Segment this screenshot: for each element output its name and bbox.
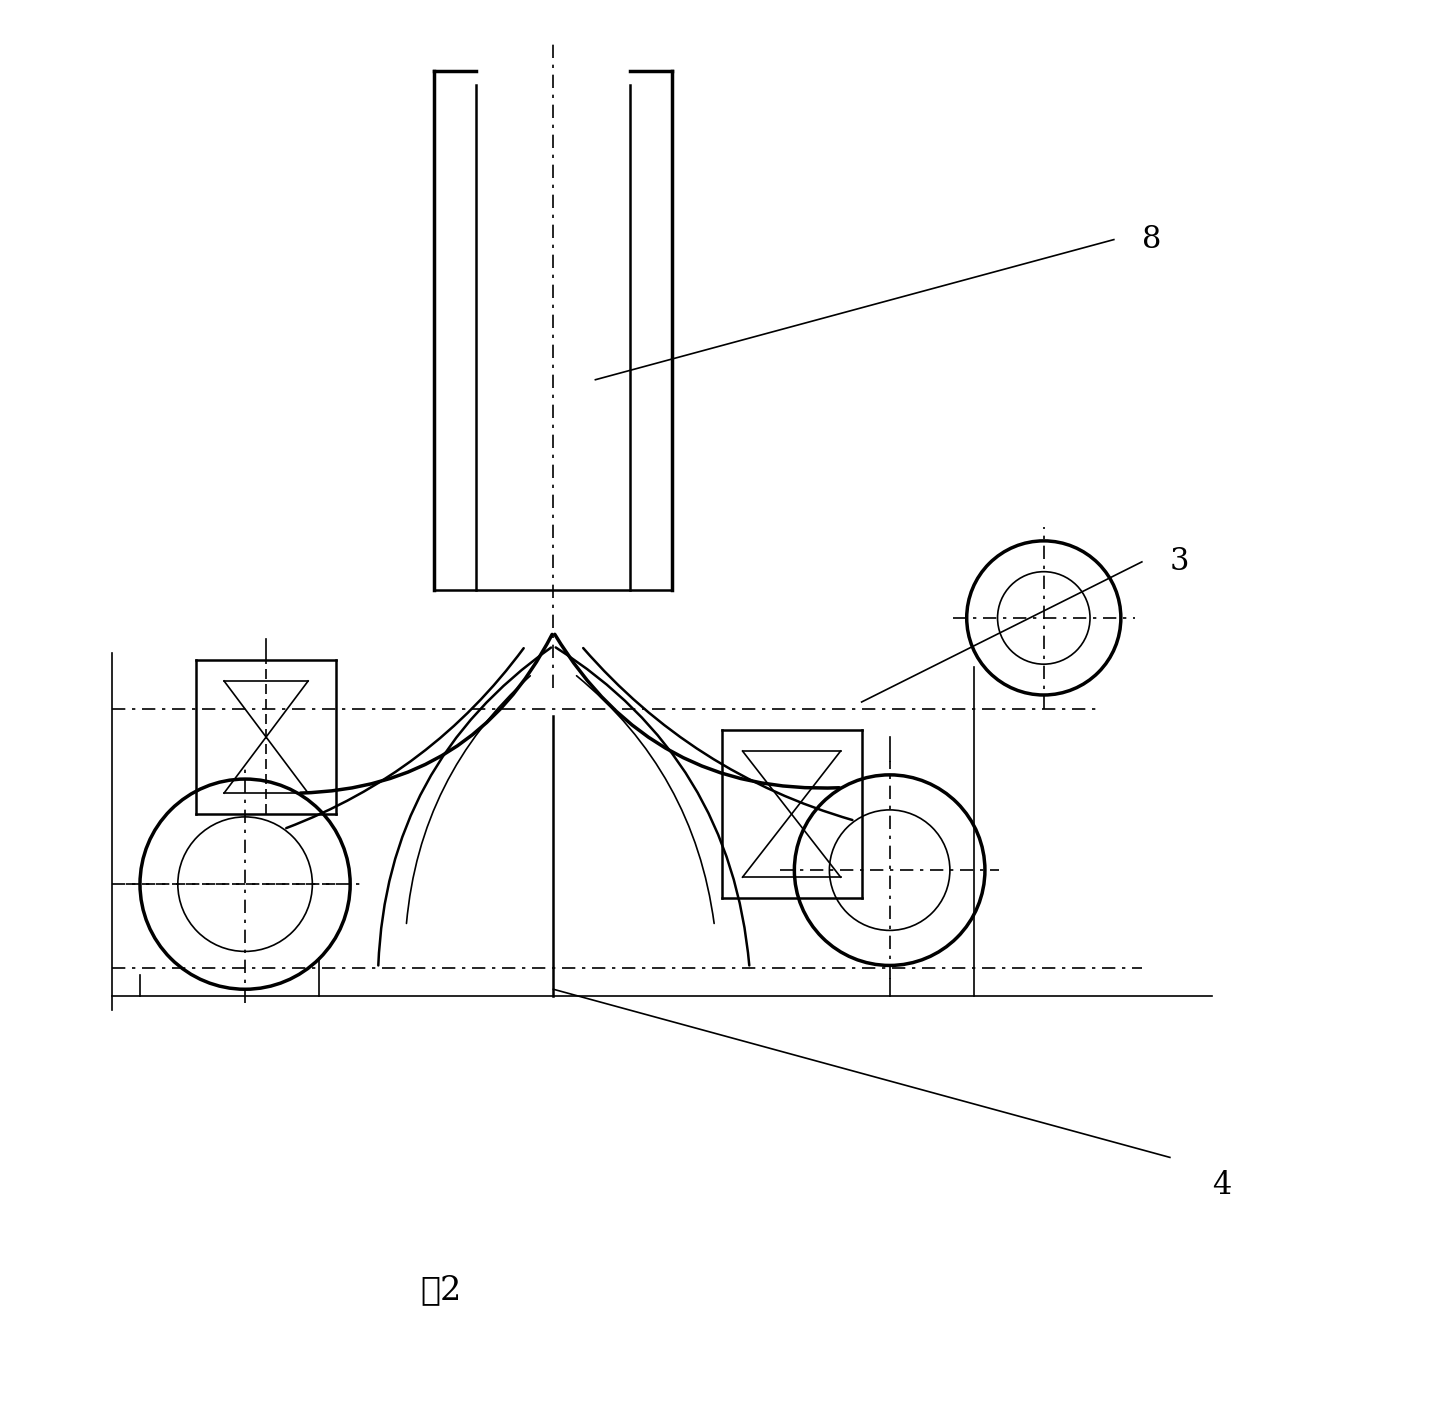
- Text: 4: 4: [1212, 1170, 1231, 1200]
- Text: 3: 3: [1170, 546, 1189, 577]
- Text: 图2: 图2: [420, 1275, 462, 1307]
- Text: 8: 8: [1141, 225, 1162, 256]
